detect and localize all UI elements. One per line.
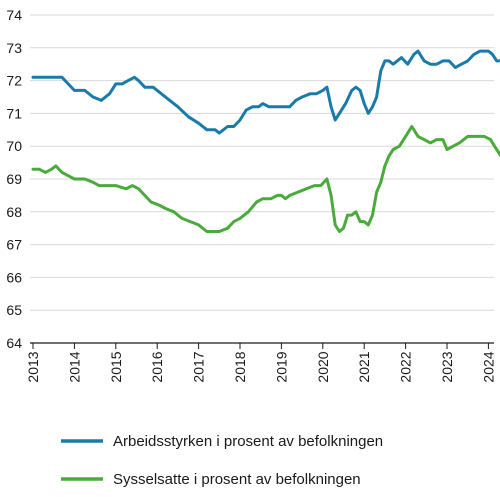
legend-label-2: Sysselsatte i prosent av befolkningen <box>113 471 361 488</box>
x-tick-label-2022: 2022 <box>398 351 414 382</box>
y-tick-label-72: 72 <box>6 73 22 89</box>
y-tick-label-66: 66 <box>6 269 22 285</box>
y-tick-label-65: 65 <box>6 302 22 318</box>
y-tick-label-64: 64 <box>6 335 22 351</box>
y-tick-label-73: 73 <box>6 40 22 56</box>
series-line-1 <box>31 49 500 135</box>
y-axis-tick-labels: 64 65 66 67 68 69 70 71 72 73 74 <box>6 7 22 351</box>
x-tick-label-2017: 2017 <box>191 351 207 382</box>
x-tick-label-2018: 2018 <box>232 351 248 382</box>
x-tick-label-2013: 2013 <box>25 351 41 382</box>
x-axis: 2013 2014 2015 2016 2017 2018 2019 2020 2021 2022… <box>25 342 496 383</box>
y-tick-label-67: 67 <box>6 237 22 253</box>
x-tick-label-2021: 2021 <box>356 351 372 382</box>
series-line-2 <box>31 125 500 233</box>
y-tick-label-69: 69 <box>6 171 22 187</box>
y-tick-label-70: 70 <box>6 138 22 154</box>
x-tick-label-2024: 2024 <box>480 351 496 382</box>
x-tick-label-2023: 2023 <box>439 351 455 382</box>
series-lines <box>31 49 500 233</box>
x-tick-label-2016: 2016 <box>149 351 165 382</box>
x-tick-label-2020: 2020 <box>315 351 331 382</box>
legend: Arbeidsstyrken i prosent av befolkningen… <box>61 433 383 488</box>
x-tick-label-2019: 2019 <box>273 351 289 382</box>
x-tick-label-2015: 2015 <box>108 351 124 382</box>
y-tick-label-71: 71 <box>6 105 22 121</box>
y-tick-label-74: 74 <box>6 7 22 23</box>
gridlines <box>30 14 494 344</box>
x-tick-label-2014: 2014 <box>66 351 82 382</box>
y-tick-label-68: 68 <box>6 204 22 220</box>
legend-label-1: Arbeidsstyrken i prosent av befolkningen <box>113 433 383 450</box>
